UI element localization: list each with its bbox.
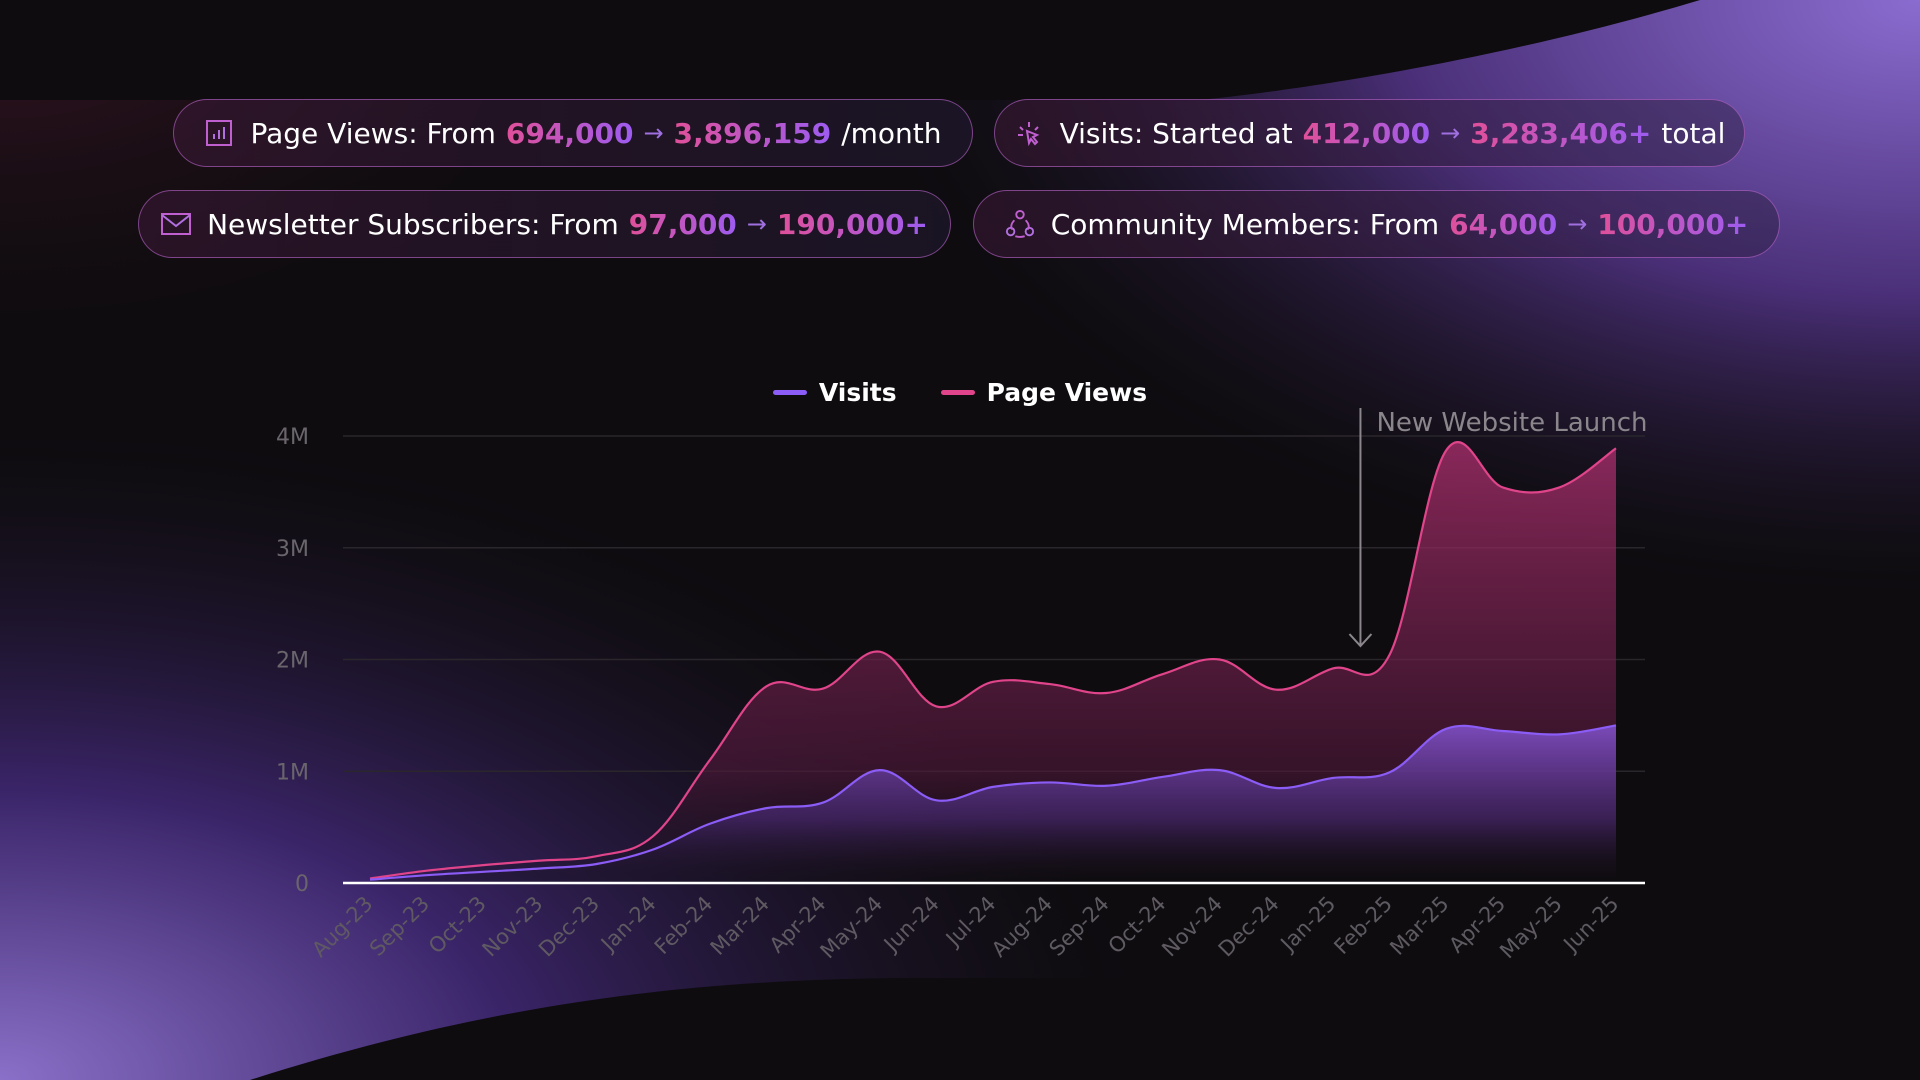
x-tick-label: Aug-24 <box>987 892 1057 962</box>
y-tick-label: 0 <box>295 872 309 897</box>
stat-label: Visits: Started at <box>1059 116 1293 150</box>
stat-to: 3,283,406+ <box>1470 116 1652 150</box>
arrow-icon: → <box>643 119 664 147</box>
bar-chart-icon <box>204 118 234 148</box>
legend-label: Page Views <box>986 378 1148 407</box>
y-tick-label: 1M <box>276 760 309 785</box>
x-tick-label: Nov-24 <box>1157 892 1227 962</box>
visits-area <box>370 725 1616 883</box>
legend-item-visits[interactable]: Visits <box>772 378 897 407</box>
legend-label: Visits <box>818 378 897 407</box>
stat-suffix: total <box>1661 116 1726 150</box>
stat-pill-community: Community Members: From 64,000 → 100,000… <box>973 190 1780 258</box>
x-tick-label: Mar-24 <box>706 892 774 960</box>
x-tick-label: May-24 <box>816 892 888 964</box>
stat-to: 3,896,159 <box>673 116 832 150</box>
stat-to: 100,000+ <box>1597 207 1749 241</box>
stat-pill-newsletter: Newsletter Subscribers: From 97,000 → 19… <box>138 190 951 258</box>
stat-label: Community Members: From <box>1050 207 1440 241</box>
stat-label: Newsletter Subscribers: From <box>207 207 619 241</box>
legend-swatch <box>772 390 807 395</box>
x-tick-label: May-25 <box>1495 892 1567 964</box>
stat-from: 64,000 <box>1449 207 1558 241</box>
page-views-area <box>370 442 1616 883</box>
stat-suffix: /month <box>841 116 942 150</box>
stat-from: 412,000 <box>1302 116 1431 150</box>
arrow-icon: → <box>1440 119 1461 147</box>
y-tick-label: 3M <box>276 537 309 562</box>
visits-line <box>369 724 1617 881</box>
x-tick-label: Aug-23 <box>307 892 377 962</box>
stat-to: 190,000+ <box>776 207 928 241</box>
annotation-arrow-head-icon <box>1348 633 1373 648</box>
x-tick-label: Dec-24 <box>1214 892 1284 962</box>
mail-icon <box>161 209 192 239</box>
x-tick-label: Jun-25 <box>1558 892 1624 958</box>
legend-swatch <box>940 390 975 395</box>
x-tick-label: Sep-23 <box>365 892 434 961</box>
x-tick-label: Jan-24 <box>595 892 661 958</box>
stat-pill-page-views: Page Views: From 694,000 → 3,896,159 /mo… <box>173 99 973 167</box>
community-icon <box>1005 209 1035 239</box>
x-tick-label: Mar-25 <box>1385 892 1453 960</box>
legend-item-page-views[interactable]: Page Views <box>940 378 1148 407</box>
cursor-click-icon <box>1014 118 1044 148</box>
x-tick-label: Dec-23 <box>534 892 604 962</box>
arrow-icon: → <box>746 210 767 238</box>
stat-pill-visits: Visits: Started at 412,000 → 3,283,406+ … <box>994 99 1745 167</box>
x-tick-label: Jan-25 <box>1275 892 1341 958</box>
x-tick-label: Feb-24 <box>650 892 718 960</box>
x-tick-label: Jun-24 <box>878 892 944 958</box>
stat-from: 97,000 <box>628 207 737 241</box>
arrow-icon: → <box>1567 210 1588 238</box>
y-tick-label: 4M <box>276 425 309 450</box>
x-tick-label: Nov-23 <box>478 892 548 962</box>
page-views-line <box>369 441 1617 880</box>
annotation-label: New Website Launch <box>1376 408 1647 438</box>
x-tick-label: Feb-25 <box>1329 892 1397 960</box>
chart-legend: Visits Page Views <box>0 378 1920 407</box>
stat-from: 694,000 <box>505 116 634 150</box>
y-tick-label: 2M <box>276 649 309 674</box>
stat-label: Page Views: From <box>250 116 496 150</box>
x-tick-label: Sep-24 <box>1045 892 1114 961</box>
